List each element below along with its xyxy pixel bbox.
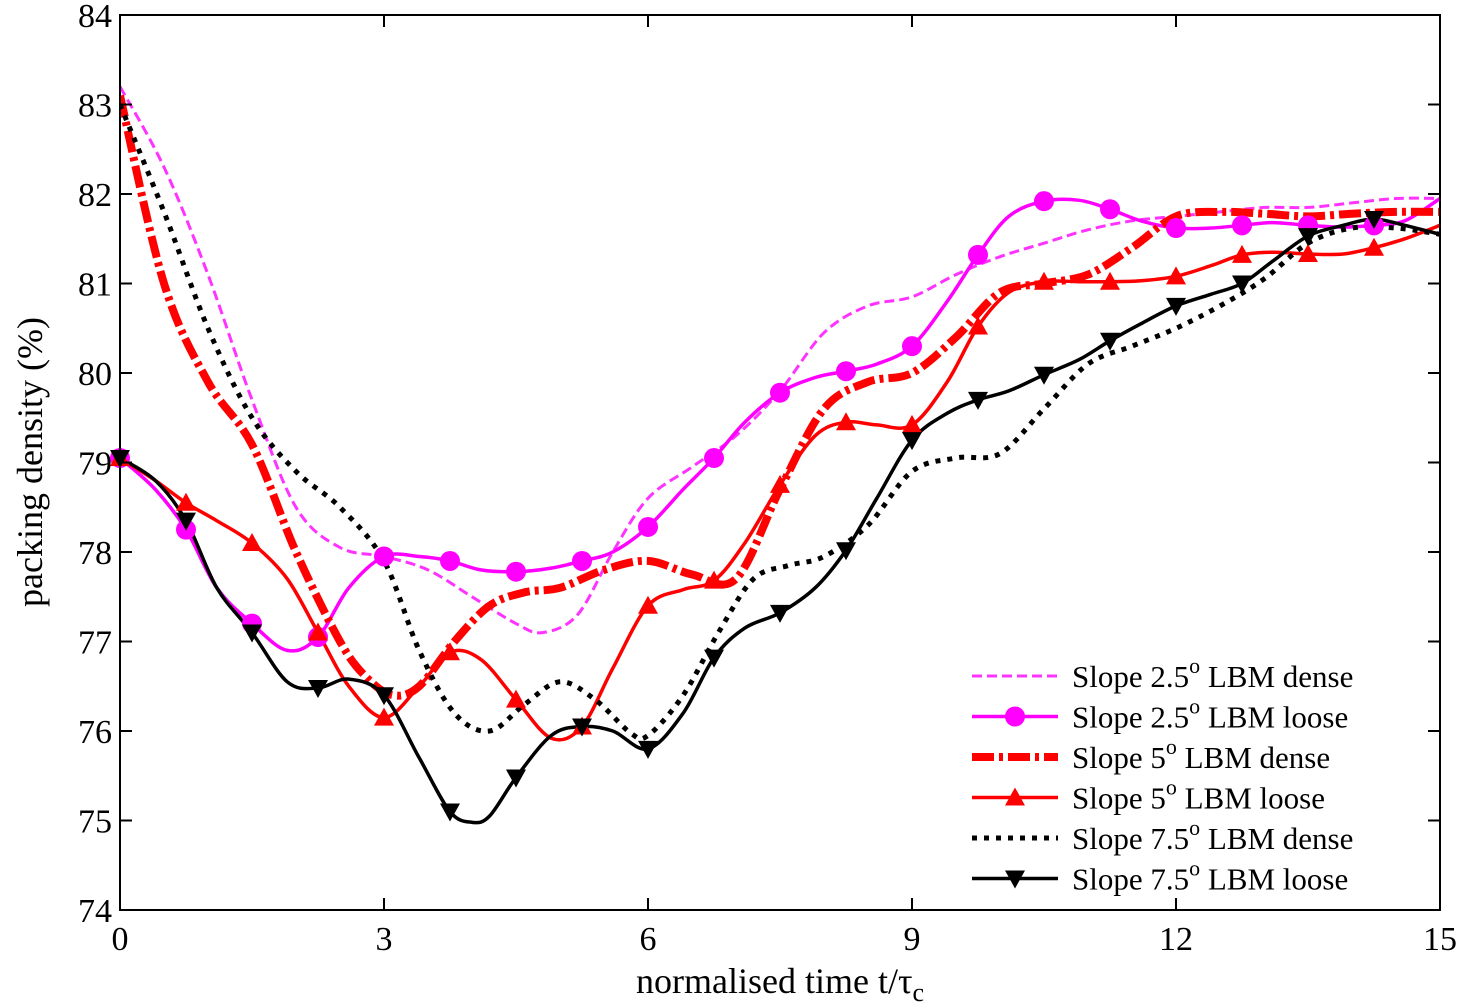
legend-label: Slope 2.5o LBM loose xyxy=(1072,694,1348,735)
data-point-slope-7-5-lbm-loose xyxy=(440,803,460,822)
data-point-slope-2-5-lbm-loose xyxy=(572,550,592,571)
data-point-slope-5-lbm-loose xyxy=(440,642,460,661)
data-point-slope-5-lbm-loose xyxy=(176,492,196,511)
data-point-slope-7-5-lbm-loose xyxy=(1034,366,1054,385)
y-tick-label: 82 xyxy=(78,177,112,214)
data-point-slope-7-5-lbm-loose xyxy=(968,391,988,410)
x-tick-label: 15 xyxy=(1423,921,1457,958)
data-point-slope-5-lbm-loose xyxy=(1034,271,1054,290)
data-point-slope-7-5-lbm-loose xyxy=(308,680,328,699)
data-point-slope-5-lbm-loose xyxy=(704,570,724,589)
data-point-slope-2-5-lbm-loose xyxy=(638,516,658,537)
data-point-slope-7-5-lbm-loose xyxy=(704,649,724,668)
data-point-slope-5-lbm-loose xyxy=(506,689,526,708)
y-tick-label: 81 xyxy=(78,267,112,304)
tick-layer: 0 3 6 9 12 15 74 75 76 77 78 79 80 81 82 83 84 xyxy=(78,0,1457,958)
data-point-slope-5-lbm-loose xyxy=(638,595,658,614)
data-point-slope-2-5-lbm-loose xyxy=(968,244,988,265)
y-tick-label: 76 xyxy=(78,714,112,751)
legend-entry-slope-7-5-lbm-loose: Slope 7.5o LBM loose xyxy=(972,856,1348,897)
x-tick-label: 9 xyxy=(904,921,921,958)
legend-label: Slope 7.5o LBM loose xyxy=(1072,856,1348,897)
data-point-slope-7-5-lbm-loose xyxy=(1364,211,1384,230)
series-line-slope-7-5-lbm-dense xyxy=(120,103,1440,742)
data-point-slope-5-lbm-loose xyxy=(308,622,328,641)
legend-label: Slope 7.5o LBM dense xyxy=(1072,815,1353,856)
y-tick-label: 74 xyxy=(78,893,112,930)
legend-entry-slope-2-5-lbm-dense: Slope 2.5o LBM dense xyxy=(972,653,1353,694)
data-point-slope-7-5-lbm-loose xyxy=(902,432,922,451)
legend-label: Slope 5o LBM loose xyxy=(1072,775,1325,816)
data-point-slope-2-5-lbm-loose xyxy=(1100,199,1120,220)
data-point-slope-7-5-lbm-loose xyxy=(506,769,526,788)
data-point-slope-2-5-lbm-loose xyxy=(374,546,394,567)
data-point-slope-5-lbm-loose xyxy=(1364,237,1384,256)
data-point-slope-7-5-lbm-loose xyxy=(176,512,196,531)
x-axis-label: normalised time t/τc xyxy=(636,961,924,1006)
legend-marker xyxy=(1005,787,1025,806)
x-tick-label: 3 xyxy=(376,921,393,958)
data-point-slope-5-lbm-loose xyxy=(902,414,922,433)
data-point-slope-2-5-lbm-loose xyxy=(1232,215,1252,236)
y-tick-label: 78 xyxy=(78,535,112,572)
data-point-slope-2-5-lbm-loose xyxy=(770,382,790,403)
data-point-slope-5-lbm-loose xyxy=(1166,266,1186,285)
data-point-slope-7-5-lbm-loose xyxy=(1100,332,1120,351)
data-point-slope-5-lbm-loose xyxy=(374,707,394,726)
legend-marker xyxy=(1005,706,1025,727)
data-point-slope-2-5-lbm-loose xyxy=(1166,218,1186,239)
data-point-slope-7-5-lbm-loose xyxy=(242,624,262,643)
legend-entry-slope-7-5-lbm-dense: Slope 7.5o LBM dense xyxy=(972,815,1353,856)
legend-marker xyxy=(1005,870,1025,889)
legend-entry-slope-2-5-lbm-loose: Slope 2.5o LBM loose xyxy=(972,694,1348,735)
series-line-slope-7-5-lbm-loose xyxy=(120,217,1440,825)
data-point-slope-5-lbm-loose xyxy=(1232,244,1252,263)
plot-frame xyxy=(119,14,1441,911)
legend-entry-slope-5-lbm-dense: Slope 5o LBM dense xyxy=(972,734,1330,775)
data-point-slope-5-lbm-loose xyxy=(836,412,856,431)
data-point-slope-2-5-lbm-loose xyxy=(440,550,460,571)
x-tick-label: 6 xyxy=(640,921,657,958)
data-point-slope-2-5-lbm-loose xyxy=(1034,191,1054,212)
y-axis-label: packing density (%) xyxy=(10,317,50,607)
data-point-slope-7-5-lbm-loose xyxy=(374,687,394,706)
data-point-slope-5-lbm-loose xyxy=(770,474,790,493)
x-tick-label: 0 xyxy=(112,921,129,958)
legend-entry-slope-5-lbm-loose: Slope 5o LBM loose xyxy=(972,775,1325,816)
y-tick-label: 79 xyxy=(78,446,112,483)
marker-layer xyxy=(110,191,1384,822)
data-point-slope-7-5-lbm-loose xyxy=(1232,275,1252,294)
data-point-slope-2-5-lbm-loose xyxy=(836,361,856,382)
data-point-slope-7-5-lbm-loose xyxy=(1166,297,1186,316)
data-point-slope-5-lbm-loose xyxy=(968,316,988,335)
data-point-slope-2-5-lbm-loose xyxy=(506,561,526,582)
axis-labels: normalised time t/τc packing density (%) xyxy=(10,317,924,1006)
data-point-slope-7-5-lbm-loose xyxy=(770,604,790,623)
series-line-slope-5-lbm-dense xyxy=(120,94,1440,700)
data-point-slope-7-5-lbm-loose xyxy=(1298,228,1318,247)
legend-label: Slope 2.5o LBM dense xyxy=(1072,653,1353,694)
data-point-slope-5-lbm-loose xyxy=(1100,271,1120,290)
series-line-slope-2-5-lbm-loose xyxy=(120,197,1440,653)
y-tick-label: 80 xyxy=(78,356,112,393)
data-point-slope-2-5-lbm-loose xyxy=(902,336,922,357)
y-tick-label: 83 xyxy=(78,88,112,125)
data-point-slope-2-5-lbm-loose xyxy=(704,448,724,469)
legend-label: Slope 5o LBM dense xyxy=(1072,734,1330,775)
y-tick-label: 75 xyxy=(78,804,112,841)
data-point-slope-5-lbm-loose xyxy=(242,533,262,552)
y-tick-label: 77 xyxy=(78,625,112,662)
data-point-slope-7-5-lbm-loose xyxy=(638,740,658,759)
data-point-slope-7-5-lbm-loose xyxy=(572,718,592,737)
series-line-slope-2-5-lbm-dense xyxy=(120,85,1440,635)
y-tick-label: 84 xyxy=(78,0,112,35)
x-tick-label: 12 xyxy=(1159,921,1193,958)
data-point-slope-5-lbm-loose xyxy=(1298,243,1318,262)
data-point-slope-7-5-lbm-loose xyxy=(836,542,856,561)
